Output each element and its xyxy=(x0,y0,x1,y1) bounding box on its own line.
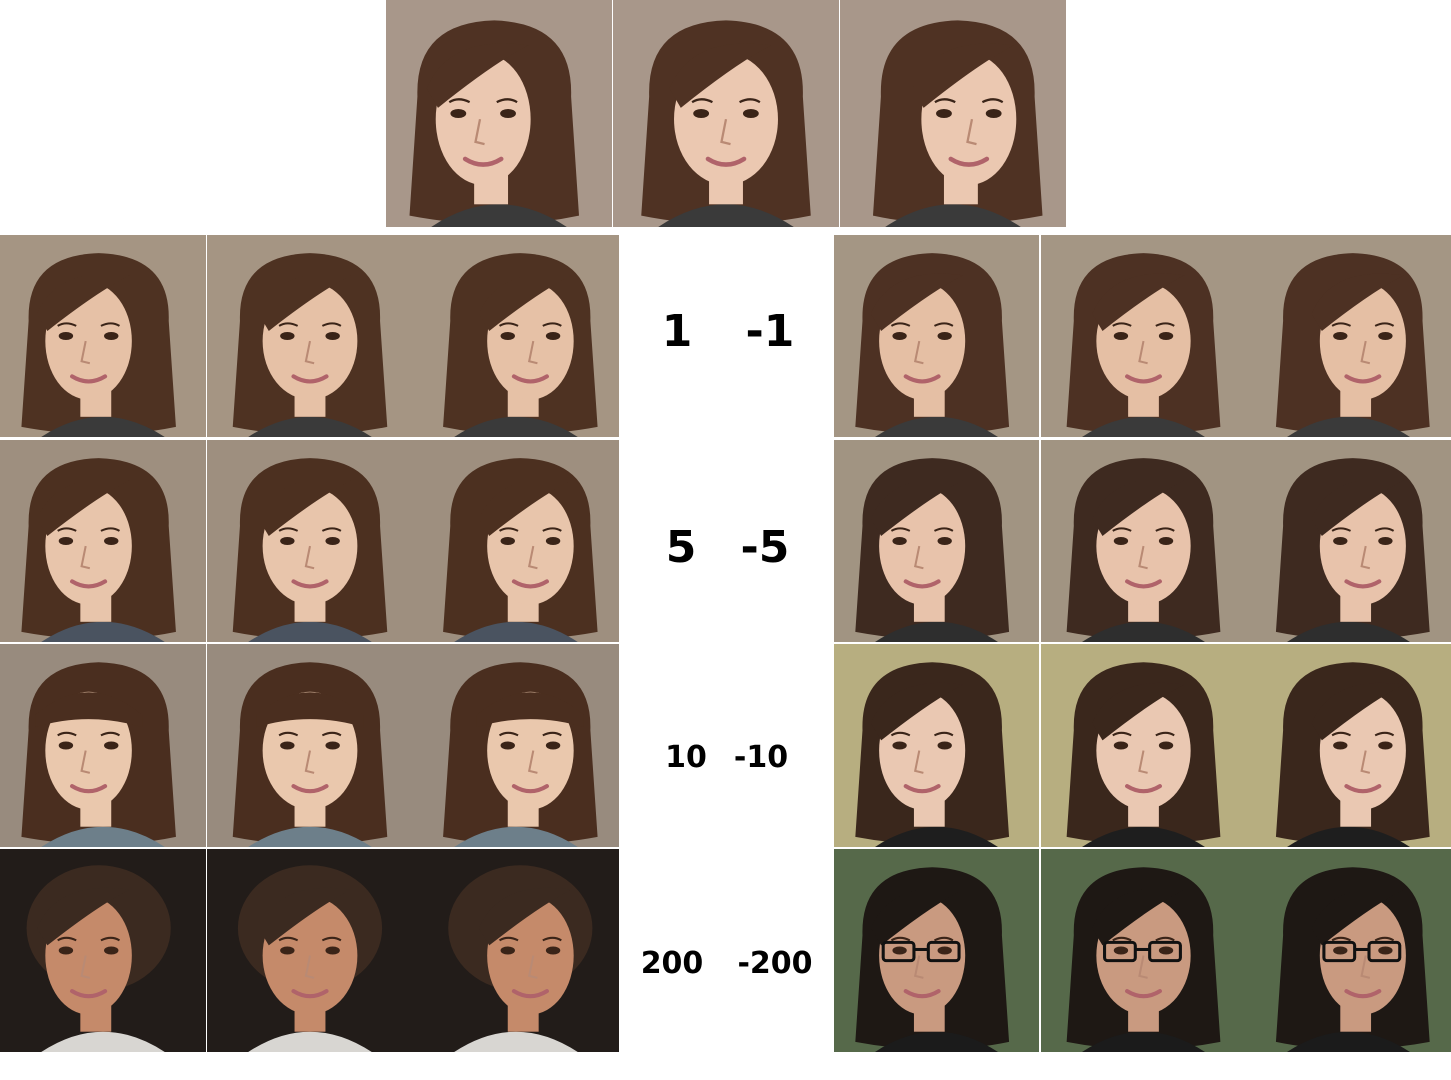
negative-scale-row4-frontal-image xyxy=(1041,849,1246,1052)
positive-scale-row3-right-turned-image xyxy=(413,644,619,847)
positive-scale-row2-right-turned-image xyxy=(413,440,619,642)
negative-scale-row2-right-turned-image xyxy=(1246,440,1451,642)
scale-label-negative-200: -200 xyxy=(737,946,813,981)
scale-label-positive-1: 1 xyxy=(661,306,693,357)
scale-label-negative-1: -1 xyxy=(745,306,795,357)
negative-scale-row4-right-turned-image xyxy=(1246,849,1451,1052)
positive-scale-row3-left-turned-image xyxy=(0,644,206,847)
positive-scale-row2-frontal-image xyxy=(207,440,413,642)
negative-scale-row1-right-turned-image xyxy=(1246,235,1451,437)
negative-scale-row2-left-turned-image xyxy=(834,440,1039,642)
negative-scale-row4-left-turned-image xyxy=(834,849,1039,1052)
scale-label-negative-10: -10 xyxy=(733,740,789,775)
positive-scale-row2-left-turned-image xyxy=(0,440,206,642)
reference-image-left xyxy=(386,0,612,227)
scale-label-negative-5: -5 xyxy=(740,522,790,573)
scale-label-positive-10: 10 xyxy=(665,740,707,775)
reference-image-right xyxy=(840,0,1066,227)
negative-scale-row3-left-turned-image xyxy=(834,644,1039,847)
negative-scale-row3-right-turned-image xyxy=(1246,644,1451,847)
scale-label-positive-5: 5 xyxy=(665,522,697,573)
positive-scale-row1-left-turned-image xyxy=(0,235,206,437)
positive-scale-row4-frontal-image xyxy=(207,849,413,1052)
reference-image-center xyxy=(613,0,839,227)
negative-scale-row1-left-turned-image xyxy=(834,235,1039,437)
scale-label-positive-200: 200 xyxy=(640,946,704,981)
positive-scale-row3-frontal-image xyxy=(207,644,413,847)
negative-scale-row3-frontal-image xyxy=(1041,644,1246,847)
negative-scale-row1-frontal-image xyxy=(1041,235,1246,437)
positive-scale-row4-right-turned-image xyxy=(413,849,619,1052)
positive-scale-row1-right-turned-image xyxy=(413,235,619,437)
positive-scale-row4-left-turned-image xyxy=(0,849,206,1052)
positive-scale-row1-frontal-image xyxy=(207,235,413,437)
negative-scale-row2-frontal-image xyxy=(1041,440,1246,642)
